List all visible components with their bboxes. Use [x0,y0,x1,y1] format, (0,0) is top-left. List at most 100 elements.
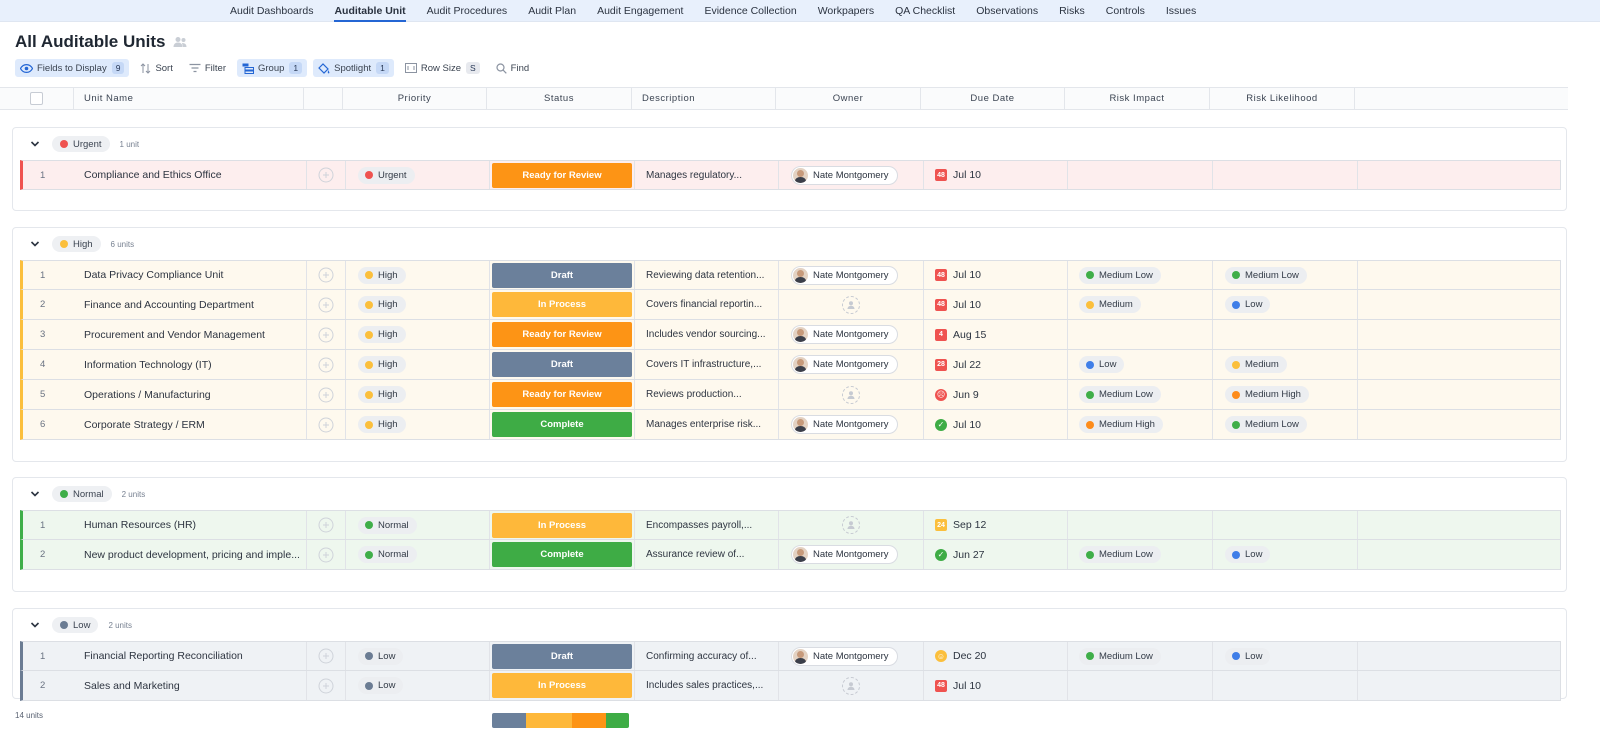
table-row[interactable]: 2 New product development, pricing and i… [20,540,1561,570]
status-cell[interactable]: Draft [490,261,635,289]
description-cell[interactable]: Covers financial reportin... [635,290,779,319]
owner-pill[interactable]: Nate Montgomery [791,415,898,434]
nav-tab-audit-dashboards[interactable]: Audit Dashboards [230,4,314,17]
owner-cell[interactable]: Nate Montgomery [779,320,924,349]
column-header-owner[interactable]: Owner [776,88,921,109]
risk-pill[interactable]: Medium High [1079,416,1163,433]
chevron-down-icon[interactable] [30,620,40,630]
description-cell[interactable]: Includes sales practices,... [635,671,779,700]
add-comment-icon[interactable] [318,167,334,183]
risk-pill[interactable]: Medium Low [1225,416,1307,433]
owner-pill[interactable]: Nate Montgomery [791,646,898,666]
owner-pill[interactable]: Nate Montgomery [791,265,898,285]
column-header-status[interactable]: Status [487,88,632,109]
unit-name[interactable]: New product development, pricing and imp… [83,540,307,569]
table-row[interactable]: 3 Procurement and Vendor Management High… [20,320,1561,350]
table-row[interactable]: 1 Compliance and Ethics Office Urgent Re… [20,160,1561,190]
row-size-button[interactable]: Row Size S [400,59,485,77]
due-date-cell[interactable]: 48 Jul 10 [924,261,1068,289]
priority-cell[interactable]: High [346,261,490,289]
risk-likelihood-cell[interactable]: Low [1213,540,1358,569]
priority-cell[interactable]: High [346,380,490,409]
add-comment-icon[interactable] [318,648,334,664]
nav-tab-evidence-collection[interactable]: Evidence Collection [704,4,797,17]
group-button[interactable]: Group 1 [237,59,308,77]
chevron-down-icon[interactable] [30,239,40,249]
risk-pill[interactable]: Medium Low [1225,266,1307,284]
chevron-down-icon[interactable] [30,139,40,149]
risk-pill[interactable]: Medium High [1225,386,1309,403]
risk-likelihood-cell[interactable]: Low [1213,290,1358,319]
owner-pill[interactable]: Nate Montgomery [791,545,898,564]
assign-owner-icon[interactable] [842,295,860,314]
column-header-unit-name[interactable]: Unit Name [74,88,304,109]
risk-impact-cell[interactable] [1068,511,1213,539]
priority-cell[interactable]: High [346,350,490,379]
risk-impact-cell[interactable]: Low [1068,350,1213,379]
status-cell[interactable]: Complete [490,540,635,569]
priority-cell[interactable]: Low [346,671,490,700]
risk-impact-cell[interactable]: Medium Low [1068,380,1213,409]
risk-pill[interactable]: Low [1225,546,1271,563]
description-cell[interactable]: Reviewing data retention... [635,261,779,289]
risk-likelihood-cell[interactable]: Medium Low [1213,410,1358,439]
status-cell[interactable]: Ready for Review [490,161,635,189]
status-cell[interactable]: Ready for Review [490,380,635,409]
table-row[interactable]: 1 Human Resources (HR) Normal In Process… [20,510,1561,540]
risk-pill[interactable]: Low [1079,356,1125,373]
unit-name[interactable]: Compliance and Ethics Office [83,161,307,189]
due-date-cell[interactable]: 4 Aug 15 [924,320,1068,349]
owner-cell[interactable]: Nate Montgomery [779,410,924,439]
risk-likelihood-cell[interactable]: Low [1213,642,1358,670]
status-cell[interactable]: Complete [490,410,635,439]
status-cell[interactable]: Draft [490,642,635,670]
add-comment-icon[interactable] [318,387,334,403]
risk-pill[interactable]: Medium Low [1079,386,1161,403]
table-row[interactable]: 2 Sales and Marketing Low In Process Inc… [20,671,1561,701]
due-date-cell[interactable]: ☹ Jun 9 [924,380,1068,409]
description-cell[interactable]: Reviews production... [635,380,779,409]
due-date-cell[interactable]: 24 Sep 12 [924,511,1068,539]
description-cell[interactable]: Confirming accuracy of... [635,642,779,670]
assign-owner-icon[interactable] [842,516,860,534]
risk-pill[interactable]: Medium Low [1079,266,1161,284]
add-comment-icon[interactable] [318,678,334,694]
due-date-cell[interactable]: ✓ Jun 27 [924,540,1068,569]
description-cell[interactable]: Covers IT infrastructure,... [635,350,779,379]
due-date-cell[interactable]: 48 Jul 10 [924,290,1068,319]
risk-pill[interactable]: Medium Low [1079,546,1161,563]
column-header-description[interactable]: Description [632,88,776,109]
column-header-risk-likelihood[interactable]: Risk Likelihood [1210,88,1355,109]
risk-impact-cell[interactable]: Medium Low [1068,642,1213,670]
unit-name[interactable]: Finance and Accounting Department [83,290,307,319]
due-date-cell[interactable]: ☺ Dec 20 [924,642,1068,670]
add-comment-icon[interactable] [318,327,334,343]
risk-impact-cell[interactable]: Medium Low [1068,261,1213,289]
nav-tab-issues[interactable]: Issues [1165,4,1197,17]
priority-cell[interactable]: High [346,320,490,349]
nav-tab-workpapers[interactable]: Workpapers [817,4,875,17]
nav-tab-audit-plan[interactable]: Audit Plan [528,4,577,17]
column-header-due-date[interactable]: Due Date [921,88,1065,109]
group-header[interactable]: Normal 2 units [13,478,1566,510]
table-row[interactable]: 6 Corporate Strategy / ERM High Complete… [20,410,1561,440]
risk-pill[interactable]: Low [1225,647,1271,665]
select-all-checkbox[interactable] [30,92,43,105]
due-date-cell[interactable]: ✓ Jul 10 [924,410,1068,439]
risk-pill[interactable]: Medium [1079,296,1141,313]
column-header-priority[interactable]: Priority [343,88,487,109]
risk-likelihood-cell[interactable] [1213,511,1358,539]
unit-name[interactable]: Procurement and Vendor Management [83,320,307,349]
risk-impact-cell[interactable]: Medium High [1068,410,1213,439]
assign-owner-icon[interactable] [842,676,860,695]
risk-impact-cell[interactable] [1068,671,1213,700]
due-date-cell[interactable]: 48 Jul 10 [924,161,1068,189]
description-cell[interactable]: Encompasses payroll,... [635,511,779,539]
sort-button[interactable]: Sort [135,59,177,77]
spotlight-button[interactable]: Spotlight 1 [313,59,394,77]
owner-cell[interactable]: Nate Montgomery [779,261,924,289]
risk-impact-cell[interactable]: Medium [1068,290,1213,319]
nav-tab-auditable-unit[interactable]: Auditable Unit [334,0,406,22]
owner-pill[interactable]: Nate Montgomery [791,165,898,185]
unit-name[interactable]: Operations / Manufacturing [83,380,307,409]
